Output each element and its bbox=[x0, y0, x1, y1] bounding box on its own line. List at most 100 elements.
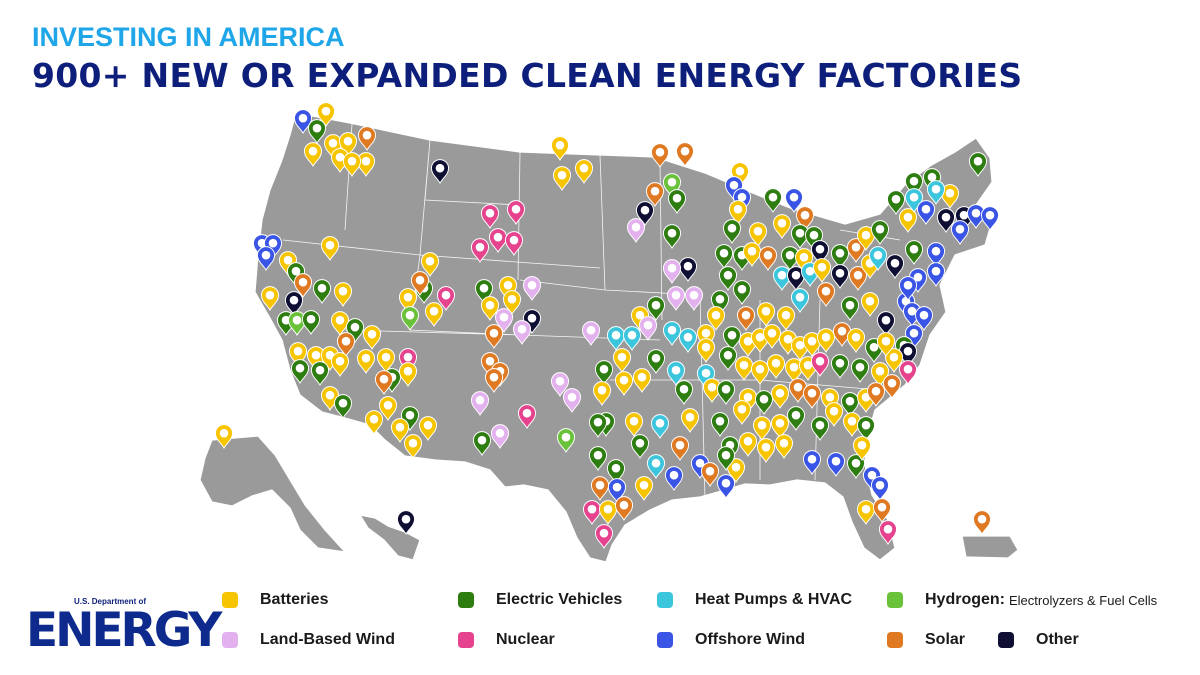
batteries-pin-icon bbox=[856, 226, 876, 251]
nuclear-pin-icon bbox=[810, 352, 830, 377]
electric-vehicles-pin-icon bbox=[754, 390, 774, 415]
batteries-pin-icon bbox=[398, 288, 418, 313]
legend-label-heat-pumps: Heat Pumps & HVAC bbox=[695, 591, 853, 608]
batteries-pin-icon bbox=[316, 102, 336, 127]
batteries-pin-icon bbox=[333, 282, 353, 307]
electric-vehicles-pin-icon bbox=[714, 244, 734, 269]
batteries-pin-icon bbox=[214, 424, 234, 449]
batteries-pin-icon bbox=[774, 434, 794, 459]
offshore-wind-pin-icon bbox=[926, 242, 946, 267]
legend-swatch-hydrogen bbox=[887, 592, 903, 608]
heat-pumps-pin-icon bbox=[790, 288, 810, 313]
legend-label-other: Other bbox=[1036, 631, 1079, 648]
offshore-wind-pin-icon bbox=[716, 474, 736, 499]
batteries-pin-icon bbox=[303, 142, 323, 167]
nuclear-pin-icon bbox=[488, 228, 508, 253]
electric-vehicles-pin-icon bbox=[307, 119, 327, 144]
solar-pin-icon bbox=[848, 266, 868, 291]
batteries-pin-icon bbox=[680, 408, 700, 433]
other-pin-icon bbox=[284, 291, 304, 316]
batteries-pin-icon bbox=[802, 332, 822, 357]
electric-vehicles-pin-icon bbox=[810, 416, 830, 441]
batteries-pin-icon bbox=[756, 302, 776, 327]
solar-pin-icon bbox=[590, 476, 610, 501]
nuclear-pin-icon bbox=[594, 524, 614, 549]
batteries-pin-icon bbox=[884, 348, 904, 373]
batteries-pin-icon bbox=[860, 292, 880, 317]
batteries-pin-icon bbox=[624, 412, 644, 437]
batteries-pin-icon bbox=[612, 348, 632, 373]
legend-label-batteries: Batteries bbox=[260, 591, 329, 608]
legend-swatch-solar bbox=[887, 632, 903, 648]
legend-label-offshore-wind: Offshore Wind bbox=[695, 631, 806, 648]
offshore-wind-pin-icon bbox=[802, 450, 822, 475]
batteries-pin-icon bbox=[592, 381, 612, 406]
offshore-wind-pin-icon bbox=[870, 476, 890, 501]
batteries-pin-icon bbox=[330, 148, 350, 173]
batteries-pin-icon bbox=[770, 414, 790, 439]
electric-vehicles-pin-icon bbox=[722, 326, 742, 351]
batteries-pin-icon bbox=[424, 302, 444, 327]
page-title: 900+ NEW OR EXPANDED CLEAN ENERGY FACTOR… bbox=[32, 56, 1023, 95]
offshore-wind-pin-icon bbox=[607, 478, 627, 503]
nuclear-pin-icon bbox=[878, 520, 898, 545]
electric-vehicles-pin-icon bbox=[886, 190, 906, 215]
batteries-pin-icon bbox=[784, 358, 804, 383]
heat-pumps-pin-icon bbox=[606, 326, 626, 351]
solar-pin-icon bbox=[614, 496, 634, 521]
batteries-pin-icon bbox=[364, 410, 384, 435]
electric-vehicles-pin-icon bbox=[333, 394, 353, 419]
other-pin-icon bbox=[678, 257, 698, 282]
batteries-pin-icon bbox=[748, 222, 768, 247]
electric-vehicles-pin-icon bbox=[646, 349, 666, 374]
batteries-pin-icon bbox=[398, 362, 418, 387]
batteries-pin-icon bbox=[376, 348, 396, 373]
other-pin-icon bbox=[885, 254, 905, 279]
batteries-pin-icon bbox=[772, 214, 792, 239]
other-pin-icon bbox=[786, 266, 806, 291]
other-pin-icon bbox=[876, 311, 896, 336]
batteries-pin-icon bbox=[356, 152, 376, 177]
solar-pin-icon bbox=[816, 282, 836, 307]
solar-pin-icon bbox=[866, 382, 886, 407]
land-wind-pin-icon bbox=[684, 286, 704, 311]
logo-wordmark: ENERGY bbox=[26, 603, 222, 658]
batteries-pin-icon bbox=[418, 416, 438, 441]
legend-swatch-other bbox=[998, 632, 1014, 648]
electric-vehicles-pin-icon bbox=[790, 224, 810, 249]
solar-pin-icon bbox=[357, 126, 377, 151]
nuclear-pin-icon bbox=[504, 231, 524, 256]
legend-label-electric-vehicles: Electric Vehicles bbox=[496, 591, 623, 608]
batteries-pin-icon bbox=[738, 432, 758, 457]
batteries-pin-icon bbox=[574, 159, 594, 184]
solar-pin-icon bbox=[736, 306, 756, 331]
nuclear-pin-icon bbox=[517, 404, 537, 429]
solar-pin-icon bbox=[802, 384, 822, 409]
legend-sublabel-hydrogen: Electrolyzers & Fuel Cells bbox=[1009, 592, 1158, 608]
batteries-pin-icon bbox=[598, 500, 618, 525]
solar-pin-icon bbox=[882, 374, 902, 399]
offshore-wind-pin-icon bbox=[914, 306, 934, 331]
heat-pumps-pin-icon bbox=[868, 246, 888, 271]
batteries-pin-icon bbox=[552, 166, 572, 191]
batteries-pin-icon bbox=[634, 476, 654, 501]
offshore-wind-pin-icon bbox=[926, 262, 946, 287]
other-pin-icon bbox=[635, 201, 655, 226]
electric-vehicles-pin-icon bbox=[312, 279, 332, 304]
batteries-pin-icon bbox=[940, 184, 960, 209]
batteries-pin-icon bbox=[762, 324, 782, 349]
offshore-wind-pin-icon bbox=[293, 109, 313, 134]
electric-vehicles-pin-icon bbox=[716, 380, 736, 405]
legend-label-land-wind: Land-Based Wind bbox=[260, 631, 395, 648]
electric-vehicles-pin-icon bbox=[588, 446, 608, 471]
solar-pin-icon bbox=[645, 182, 665, 207]
land-wind-pin-icon bbox=[581, 321, 601, 346]
batteries-pin-icon bbox=[702, 378, 722, 403]
electric-vehicles-pin-icon bbox=[718, 346, 738, 371]
nuclear-pin-icon bbox=[470, 238, 490, 263]
legend-item-offshore-wind: Offshore Wind bbox=[657, 628, 805, 652]
batteries-pin-icon bbox=[480, 296, 500, 321]
batteries-pin-icon bbox=[742, 242, 762, 267]
logo-department: U.S. Department of bbox=[74, 597, 147, 606]
batteries-pin-icon bbox=[728, 200, 748, 225]
